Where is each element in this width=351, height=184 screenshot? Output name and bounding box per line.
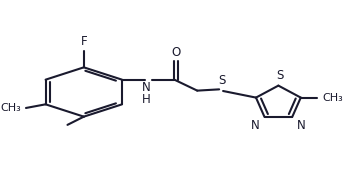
Text: F: F [80, 35, 87, 48]
Text: O: O [172, 46, 181, 59]
Text: N: N [297, 119, 305, 132]
Text: N: N [251, 119, 260, 132]
Text: CH₃: CH₃ [322, 93, 343, 103]
Text: S: S [218, 74, 225, 87]
Text: S: S [276, 69, 284, 82]
Text: N
H: N H [142, 81, 151, 106]
Text: CH₃: CH₃ [0, 103, 21, 113]
